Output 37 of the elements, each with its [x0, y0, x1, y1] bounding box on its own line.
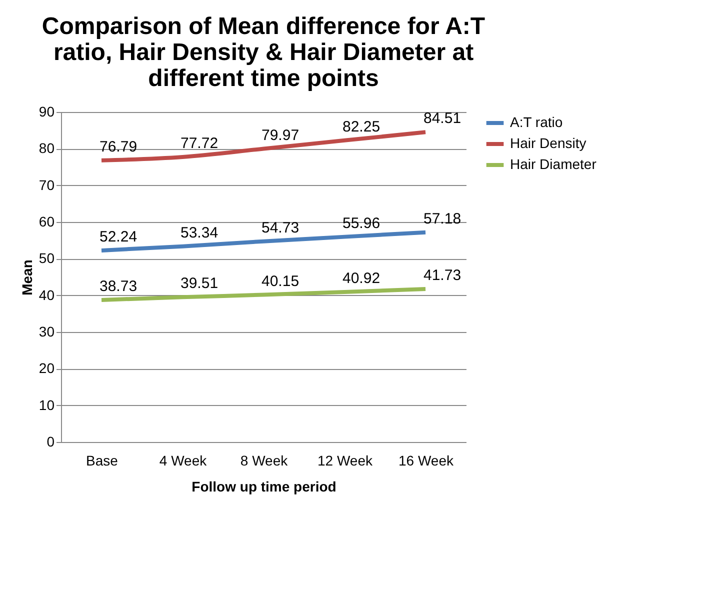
data-label: 82.25 — [342, 118, 380, 136]
y-tick-label: 80 — [38, 140, 55, 156]
data-label: 40.92 — [342, 270, 380, 287]
x-tick-label: Base — [86, 452, 118, 468]
data-label: 39.51 — [180, 275, 218, 292]
y-tick-label: 30 — [38, 324, 55, 340]
data-label: 84.51 — [424, 110, 462, 128]
data-label: 54.73 — [262, 219, 300, 236]
legend-label: A:T ratio — [510, 114, 563, 130]
y-axis-title: Mean — [18, 260, 35, 296]
y-tick-label: 0 — [46, 434, 55, 450]
y-tick-label: 50 — [38, 250, 55, 266]
y-tick-label: 70 — [38, 176, 55, 193]
data-label: 38.73 — [100, 278, 138, 295]
y-tick-label: 10 — [38, 396, 55, 413]
y-tick-label: 40 — [38, 286, 55, 303]
y-tick-label: 90 — [38, 104, 55, 120]
data-label: 79.97 — [262, 126, 300, 144]
legend-label: Hair Density — [510, 135, 586, 151]
data-label: 41.73 — [424, 266, 462, 284]
data-label: 57.18 — [424, 210, 462, 228]
y-tick-label: 20 — [38, 360, 55, 376]
data-label: 77.72 — [180, 135, 218, 152]
line-series — [100, 130, 428, 162]
x-tick-label: 8 Week — [240, 452, 289, 468]
data-label: 40.15 — [262, 272, 300, 290]
chart-title: Comparison of Mean difference for A:T ratio, Hair Density & Hair Diameter at different time points — [42, 13, 486, 92]
x-tick-label: 12 Week — [318, 452, 374, 468]
x-axis-title: Follow up time period — [192, 478, 336, 494]
data-label: 76.79 — [100, 138, 138, 156]
x-tick-label: 4 Week — [159, 452, 208, 468]
legend-label: Hair Diameter — [510, 156, 597, 172]
y-tick-label: 60 — [38, 214, 55, 230]
x-tick-label: 16 Week — [398, 452, 454, 468]
data-label: 53.34 — [180, 224, 218, 242]
data-label: 55.96 — [342, 214, 380, 232]
data-label: 52.24 — [100, 228, 138, 246]
